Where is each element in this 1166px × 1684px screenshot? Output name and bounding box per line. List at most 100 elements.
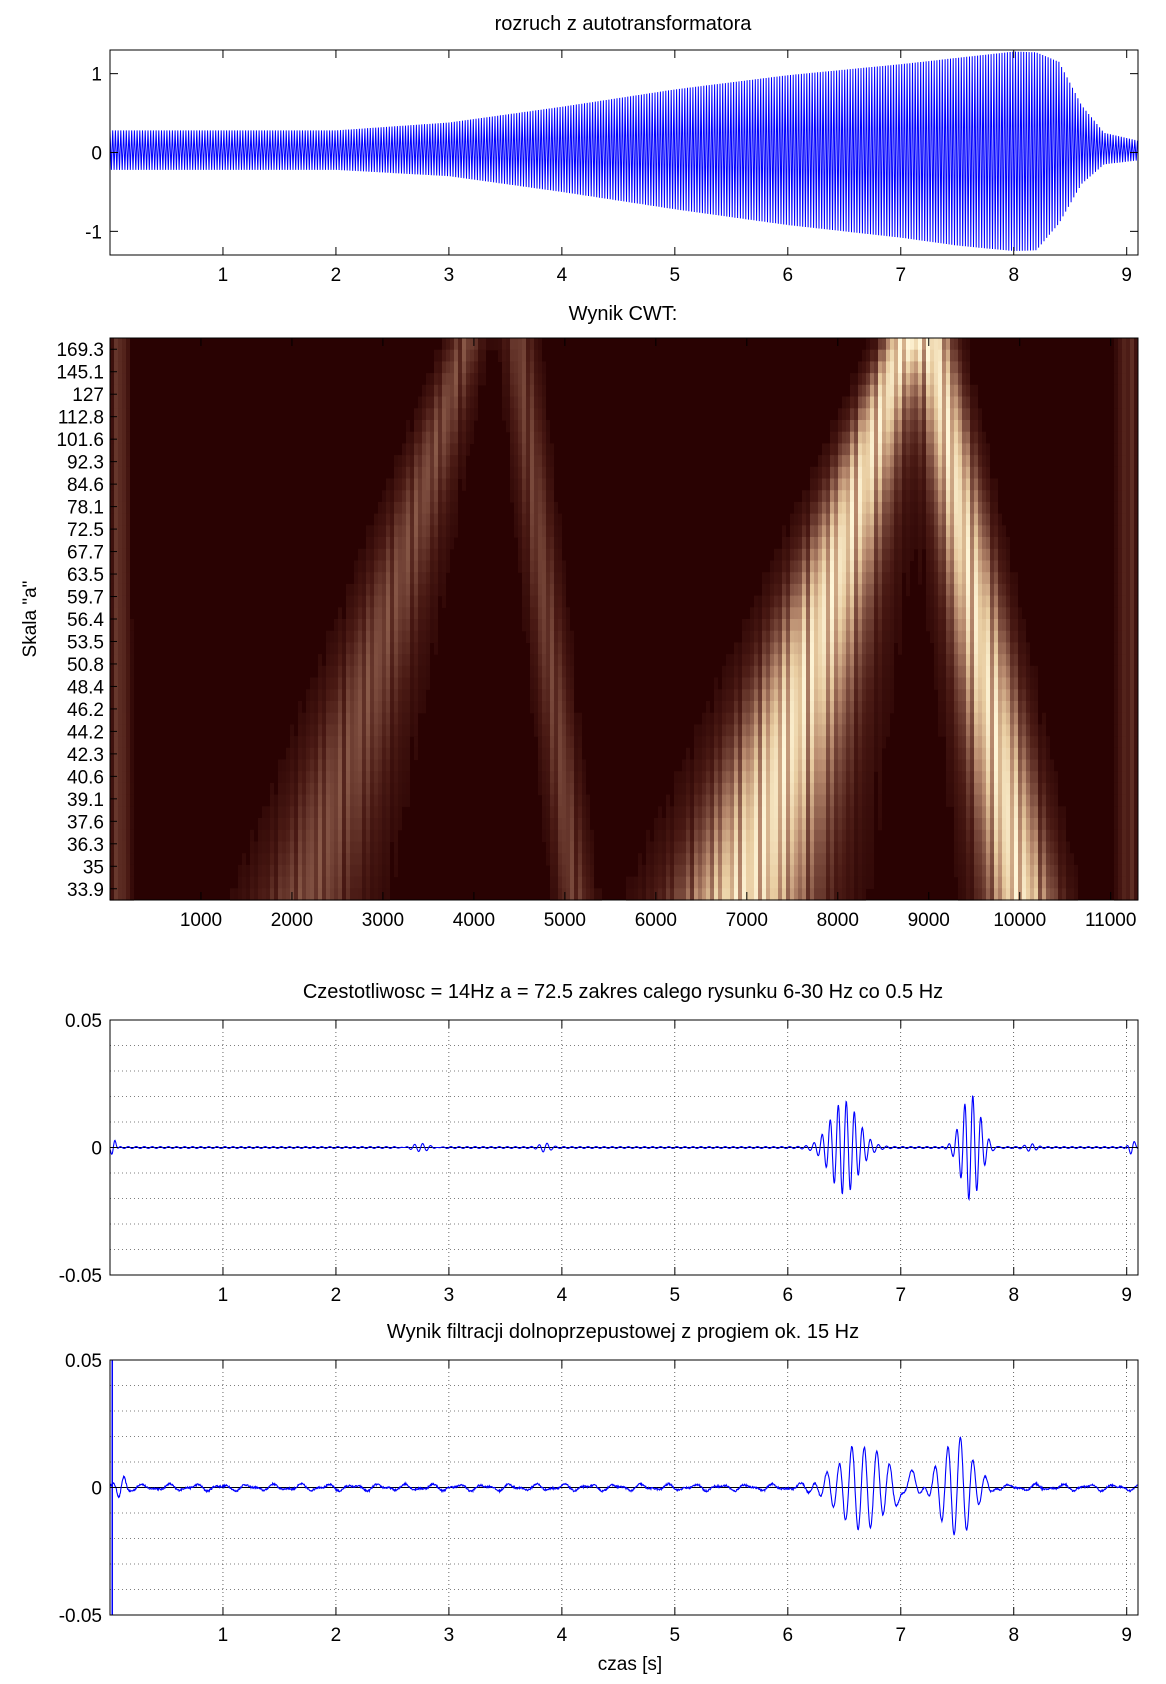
heatmap-cell xyxy=(950,596,954,608)
heatmap-cell xyxy=(870,631,874,643)
heatmap-cell xyxy=(366,830,370,842)
heatmap-cell xyxy=(874,432,878,444)
x-tick-label: 1 xyxy=(218,265,229,286)
heatmap-cell xyxy=(782,572,786,584)
heatmap-cell xyxy=(338,748,342,760)
heatmap-cell xyxy=(946,572,950,584)
heatmap-cell xyxy=(1026,865,1030,877)
heatmap-cell xyxy=(842,607,846,619)
heatmap-cell xyxy=(574,771,578,783)
heatmap-cell xyxy=(122,631,126,643)
heatmap-cell xyxy=(306,760,310,772)
heatmap-cell xyxy=(938,596,942,608)
heatmap-cell xyxy=(938,338,942,350)
heatmap-cell xyxy=(958,631,962,643)
heatmap-cell xyxy=(750,678,754,690)
heatmap-cell xyxy=(846,806,850,818)
heatmap-cell xyxy=(482,350,486,362)
heatmap-cell xyxy=(854,619,858,631)
heatmap-cell xyxy=(362,642,366,654)
heatmap-cell xyxy=(546,525,550,537)
heatmap-cell xyxy=(250,842,254,854)
heatmap-cell xyxy=(866,338,870,350)
heatmap-cell xyxy=(374,795,378,807)
heatmap-cell xyxy=(1046,865,1050,877)
heatmap-cell xyxy=(742,666,746,678)
heatmap-cell xyxy=(962,502,966,514)
heatmap-cell xyxy=(922,408,926,420)
heatmap-cell xyxy=(1042,748,1046,760)
heatmap-cell xyxy=(746,853,750,865)
heatmap-cell xyxy=(966,338,970,350)
heatmap-cell xyxy=(310,713,314,725)
heatmap-cell xyxy=(1130,361,1134,373)
heatmap-cell xyxy=(878,537,882,549)
heatmap-cell xyxy=(1054,842,1058,854)
heatmap-cell xyxy=(934,584,938,596)
heatmap-cell xyxy=(786,607,790,619)
heatmap-cell xyxy=(430,490,434,502)
heatmap-cell xyxy=(690,771,694,783)
heatmap-cell xyxy=(538,760,542,772)
heatmap-cell xyxy=(794,806,798,818)
heatmap-cell xyxy=(754,666,758,678)
heatmap-cell xyxy=(882,455,886,467)
heatmap-cell xyxy=(790,842,794,854)
heatmap-cell xyxy=(434,561,438,573)
heatmap-cell xyxy=(694,736,698,748)
heatmap-cell xyxy=(830,479,834,491)
heatmap-cell xyxy=(702,853,706,865)
heatmap-cell xyxy=(534,502,538,514)
heatmap-cell xyxy=(462,455,466,467)
heatmap-cell xyxy=(398,479,402,491)
heatmap-cell xyxy=(958,572,962,584)
heatmap-cell xyxy=(394,619,398,631)
heatmap-cell xyxy=(978,479,982,491)
heatmap-cell xyxy=(110,443,114,455)
heatmap-cell xyxy=(746,795,750,807)
heatmap-cell xyxy=(930,561,934,573)
heatmap-cell xyxy=(974,760,978,772)
heatmap-cell xyxy=(290,830,294,842)
x-tick-label: 6 xyxy=(783,265,794,286)
heatmap-cell xyxy=(338,689,342,701)
heatmap-cell xyxy=(502,408,506,420)
heatmap-cell xyxy=(562,654,566,666)
heatmap-cell xyxy=(938,502,942,514)
heatmap-cell xyxy=(402,713,406,725)
heatmap-cell xyxy=(274,818,278,830)
heatmap-cell xyxy=(378,561,382,573)
heatmap-cell xyxy=(346,619,350,631)
heatmap-cell xyxy=(498,350,502,362)
heatmap-cell xyxy=(878,385,882,397)
heatmap-cell xyxy=(962,642,966,654)
heatmap-cell xyxy=(430,572,434,584)
heatmap-cell xyxy=(538,490,542,502)
heatmap-cell xyxy=(878,408,882,420)
heatmap-cell xyxy=(810,771,814,783)
heatmap-cell xyxy=(762,572,766,584)
heatmap-cell xyxy=(810,467,814,479)
heatmap-cell xyxy=(974,795,978,807)
heatmap-cell xyxy=(1054,830,1058,842)
x-tick-label: 3 xyxy=(444,265,455,286)
heatmap-cell xyxy=(386,689,390,701)
heatmap-cell xyxy=(1130,572,1134,584)
heatmap-cell xyxy=(1130,631,1134,643)
heatmap-cell xyxy=(1126,771,1130,783)
heatmap-cell xyxy=(866,654,870,666)
heatmap-cell xyxy=(746,666,750,678)
heatmap-cell xyxy=(530,373,534,385)
heatmap-cell xyxy=(974,455,978,467)
heatmap-cell xyxy=(754,596,758,608)
heatmap-cell xyxy=(790,701,794,713)
heatmap-cell xyxy=(1018,666,1022,678)
heatmap-cell xyxy=(786,806,790,818)
heatmap-cell xyxy=(818,631,822,643)
heatmap-cell xyxy=(446,350,450,362)
heatmap-cell xyxy=(782,771,786,783)
heatmap-cell xyxy=(998,584,1002,596)
heatmap-cell xyxy=(534,408,538,420)
heatmap-cell xyxy=(678,830,682,842)
heatmap-cell xyxy=(1126,479,1130,491)
